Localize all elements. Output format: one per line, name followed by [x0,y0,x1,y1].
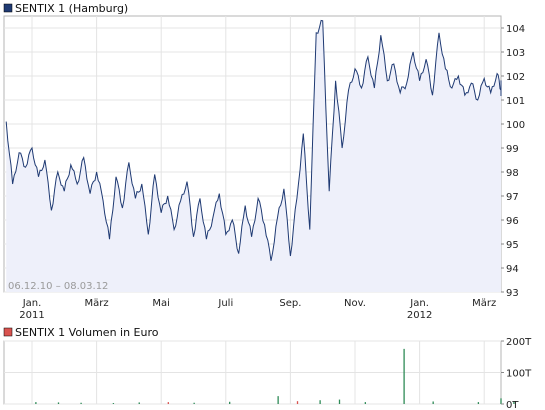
x-tick-label: Mai [152,298,170,309]
volume-y-tick-label: 100T [506,369,532,380]
x-tick-label: Juli [217,298,233,309]
volume-bar [112,403,115,404]
volume-bar [80,402,82,404]
volume-bar [477,402,480,404]
legend-swatch-volume [3,327,13,337]
volume-bar [35,402,37,404]
price-line [5,19,502,261]
y-tick-label: 97 [506,192,519,203]
volume-y-tick-label: 200T [506,337,532,348]
y-tick-label: 99 [506,144,519,155]
y-tick-label: 98 [506,168,519,179]
y-tick-label: 96 [506,216,519,227]
volume-y-tick-label: 0T [506,400,519,410]
volume-bar [277,396,279,404]
date-range-label: 06.12.10 – 08.03.12 [8,281,108,292]
volume-bar [167,402,169,404]
y-tick-label: 95 [506,240,519,251]
x-tick-label: Sep. [279,298,301,309]
volume-bar [193,402,195,404]
x-tick-label: Nov. [344,298,366,309]
volume-bar [296,401,299,404]
legend-label-volume: SENTIX 1 Volumen in Euro [15,326,159,339]
legend-label-price: SENTIX 1 (Hamburg) [15,2,128,15]
volume-bar [500,398,502,404]
x-tick-label: Jan. [22,298,42,309]
legend-swatch-price [3,3,13,13]
volume-bar [403,348,405,404]
y-tick-label: 94 [506,264,519,275]
y-tick-label: 102 [506,72,525,83]
y-tick-label: 101 [506,96,525,107]
y-tick-label: 103 [506,48,525,59]
volume-bar [319,400,321,404]
x-tick-year-label: 2011 [19,310,44,321]
price-area-fill [6,20,501,292]
x-tick-label: März [85,298,109,309]
volume-bar [513,401,515,404]
x-tick-label: Jan. [409,298,429,309]
y-tick-label: 93 [506,288,519,299]
x-tick-year-label: 2012 [407,310,432,321]
x-tick-label: März [472,298,496,309]
volume-bar [338,399,341,404]
volume-bar [432,401,434,404]
y-tick-label: 100 [506,120,525,131]
volume-bar [57,402,60,404]
y-tick-label: 104 [506,24,525,35]
volume-bar [364,402,366,404]
volume-bar [229,401,231,404]
volume-bar [138,402,140,404]
